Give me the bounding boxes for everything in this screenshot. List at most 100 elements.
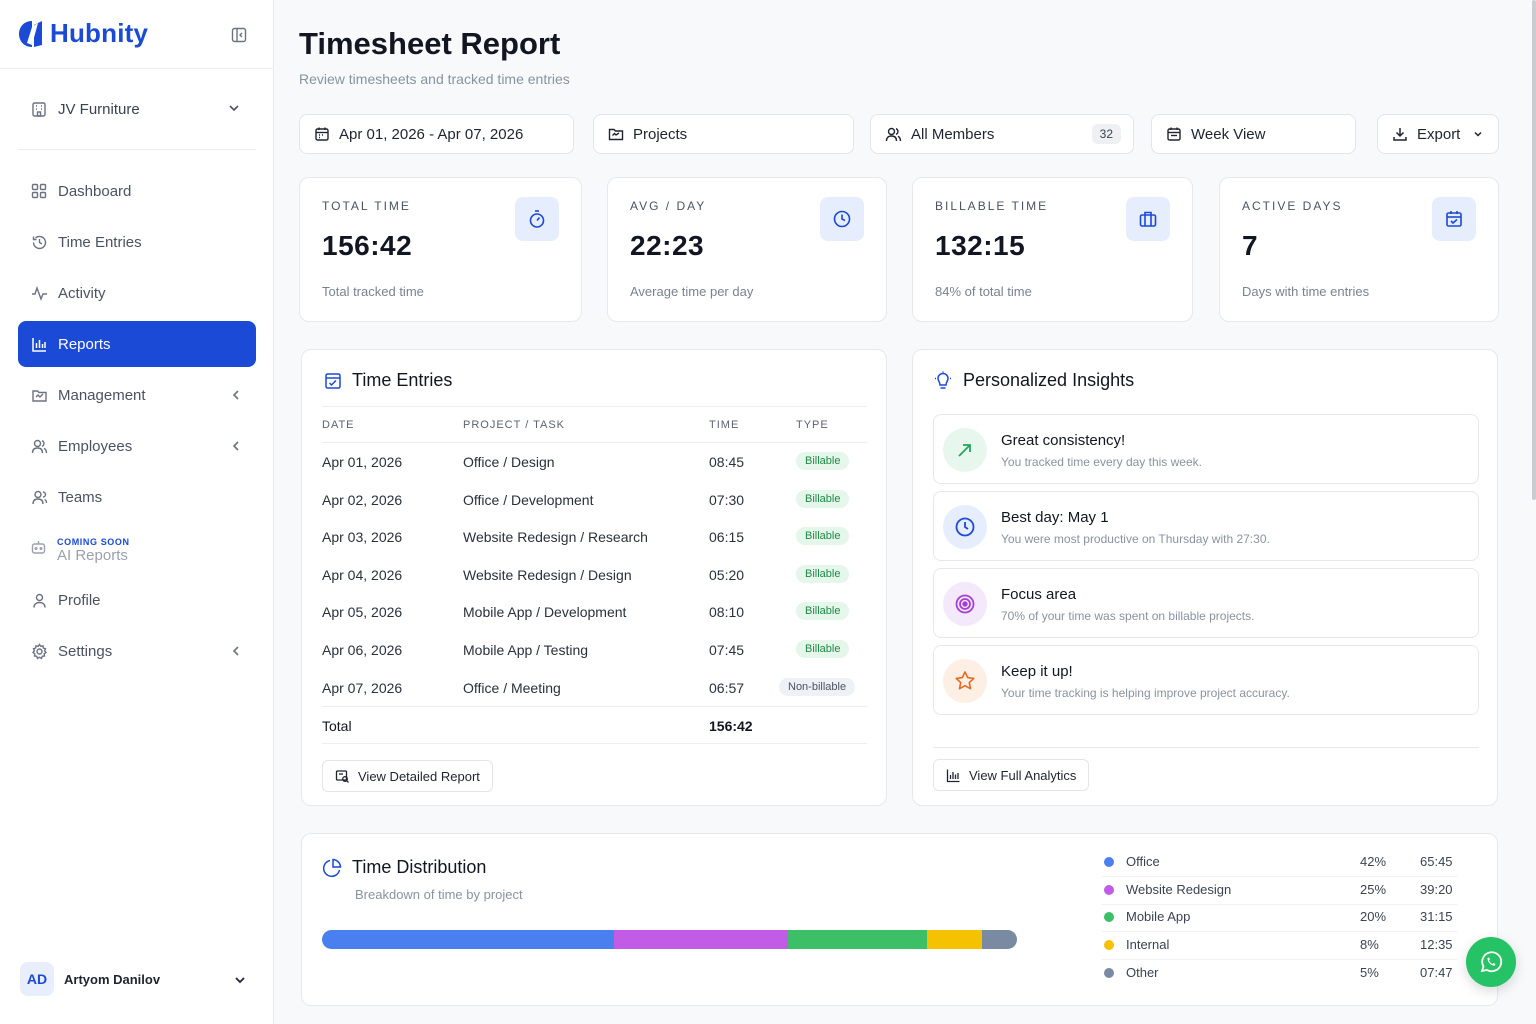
whatsapp-icon (1480, 951, 1503, 973)
hubnity-logo-icon (19, 20, 42, 47)
sidebar-item-management[interactable]: Management (18, 372, 256, 418)
calendar-icon (1167, 127, 1181, 141)
insight-item[interactable]: Great consistency! You tracked time ever… (933, 414, 1479, 484)
table-row[interactable]: Apr 01, 2026 Office / Design 08:45 Billa… (322, 443, 867, 481)
legend-percent: 25% (1360, 881, 1387, 897)
distribution-segment-office[interactable] (322, 930, 614, 949)
collapse-sidebar-button[interactable] (229, 25, 249, 45)
legend-item[interactable]: Other 5% 07:47 (1102, 960, 1457, 988)
sidebar-item-label: Activity (58, 284, 106, 302)
stat-value: 7 (1242, 230, 1259, 261)
type-badge: Billable (796, 564, 850, 583)
card-title: Personalized Insights (933, 370, 1134, 391)
insight-item[interactable]: Keep it up! Your time tracking is helpin… (933, 645, 1479, 715)
table-row[interactable]: Apr 07, 2026 Office / Meeting 06:57 Non-… (322, 669, 867, 707)
table-row[interactable]: Apr 04, 2026 Website Redesign / Design 0… (322, 556, 867, 594)
chevron-down-icon (229, 105, 239, 112)
legend-item[interactable]: Office 42% 65:45 (1102, 849, 1457, 877)
entry-time: 05:20 (709, 566, 745, 583)
briefcase-icon (1126, 197, 1170, 241)
insight-title: Best day: May 1 (1001, 509, 1109, 526)
insight-item[interactable]: Focus area 70% of your time was spent on… (933, 568, 1479, 638)
export-label: Export (1417, 125, 1461, 143)
insights-title: Personalized Insights (963, 370, 1135, 390)
view-detailed-report-button[interactable]: View Detailed Report (322, 760, 493, 792)
legend-hours: 65:45 (1420, 854, 1453, 869)
stat-value: 22:23 (630, 230, 705, 261)
insight-title: Keep it up! (1001, 663, 1073, 680)
divider (0, 68, 274, 69)
sidebar-item-profile[interactable]: Profile (18, 577, 256, 623)
legend-dot (1104, 884, 1114, 895)
table-row[interactable]: Apr 05, 2026 Mobile App / Development 08… (322, 593, 867, 631)
whatsapp-chat-button[interactable] (1466, 937, 1516, 987)
type-badge: Billable (796, 602, 850, 621)
entry-task: Website Redesign / Research (463, 529, 648, 546)
legend-name: Office (1126, 854, 1160, 869)
distribution-segment-mobile-app[interactable] (787, 930, 927, 949)
entry-date: Apr 05, 2026 (322, 604, 403, 621)
distribution-segment-internal[interactable] (926, 930, 983, 949)
entry-task: Mobile App / Development (463, 604, 627, 621)
column-header: TYPE (796, 419, 829, 431)
legend-dot (1104, 857, 1114, 867)
type-badge: Billable (796, 527, 850, 546)
sidebar-item-settings[interactable]: Settings (18, 628, 256, 674)
divider (933, 747, 1479, 748)
date-range-picker[interactable]: Apr 01, 2026 - Apr 07, 2026 (299, 114, 574, 154)
sidebar-item-employees[interactable]: Employees (18, 423, 256, 469)
projects-filter[interactable]: Projects (593, 114, 854, 154)
target-icon (943, 582, 987, 626)
sidebar-item-teams[interactable]: Teams (18, 474, 256, 520)
insights-card: Personalized Insights Great consistency!… (912, 349, 1498, 806)
activity-icon (30, 284, 48, 302)
sidebar-item-activity[interactable]: Activity (18, 270, 256, 316)
distribution-title: Time Distribution (352, 857, 487, 877)
members-filter[interactable]: All Members 32 (870, 114, 1134, 154)
scrollbar[interactable] (1532, 0, 1536, 500)
sidebar-item-label: Settings (58, 642, 113, 660)
sidebar-item-dashboard[interactable]: Dashboard (18, 168, 256, 214)
brand[interactable]: Hubnity (18, 18, 148, 49)
stat-card-avg-day: AVG / DAY 22:23 Average time per day (607, 177, 887, 322)
insight-title: Focus area (1001, 586, 1077, 603)
entry-time: 07:30 (709, 491, 745, 508)
stat-value: 156:42 (322, 230, 413, 261)
table-row[interactable]: Apr 03, 2026 Website Redesign / Research… (322, 518, 867, 556)
export-button[interactable]: Export (1377, 114, 1499, 154)
stat-note: Average time per day (630, 284, 754, 299)
org-switcher[interactable]: JV Furniture (18, 90, 256, 128)
star-icon (943, 659, 987, 703)
users-icon (885, 127, 902, 141)
legend-item[interactable]: Mobile App 20% 31:15 (1102, 904, 1457, 933)
sidebar-item-reports[interactable]: Reports (18, 321, 256, 367)
distribution-segment-website-redesign[interactable] (613, 930, 788, 949)
user-menu[interactable]: AD Artyom Danilov (20, 960, 256, 998)
card-title: Time Entries (324, 370, 452, 391)
table-row[interactable]: Apr 02, 2026 Office / Development 07:30 … (322, 481, 867, 519)
insight-item[interactable]: Best day: May 1 You were most productive… (933, 491, 1479, 561)
entry-time: 06:57 (709, 679, 745, 696)
table-row[interactable]: Apr 06, 2026 Mobile App / Testing 07:45 … (322, 631, 867, 669)
robot-icon (30, 539, 47, 561)
type-badge: Billable (796, 639, 850, 658)
legend-hours: 31:15 (1420, 909, 1453, 925)
clock-icon (943, 505, 987, 549)
page-subtitle: Review timesheets and tracked time entri… (299, 71, 570, 87)
view-full-analytics-button[interactable]: View Full Analytics (933, 759, 1090, 791)
distribution-segment-other[interactable] (982, 930, 1017, 949)
legend-item[interactable]: Internal 8% 12:35 (1102, 932, 1457, 961)
column-header: DATE (322, 419, 355, 431)
sidebar-item-label: Reports (58, 335, 111, 353)
legend-item[interactable]: Website Redesign 25% 39:20 (1102, 877, 1457, 905)
view-selector[interactable]: Week View (1151, 114, 1356, 154)
timesheet-icon (325, 372, 341, 389)
button-label: View Full Analytics (969, 767, 1077, 783)
stat-label: ACTIVE DAYS (1242, 199, 1343, 213)
stopwatch-icon (515, 197, 559, 241)
sidebar-item-label: Profile (58, 591, 101, 609)
entry-task: Office / Development (463, 491, 594, 508)
button-label: View Detailed Report (358, 768, 480, 784)
sidebar-item-time-entries[interactable]: Time Entries (18, 219, 256, 265)
insight-desc: 70% of your time was spent on billable p… (1001, 609, 1255, 623)
